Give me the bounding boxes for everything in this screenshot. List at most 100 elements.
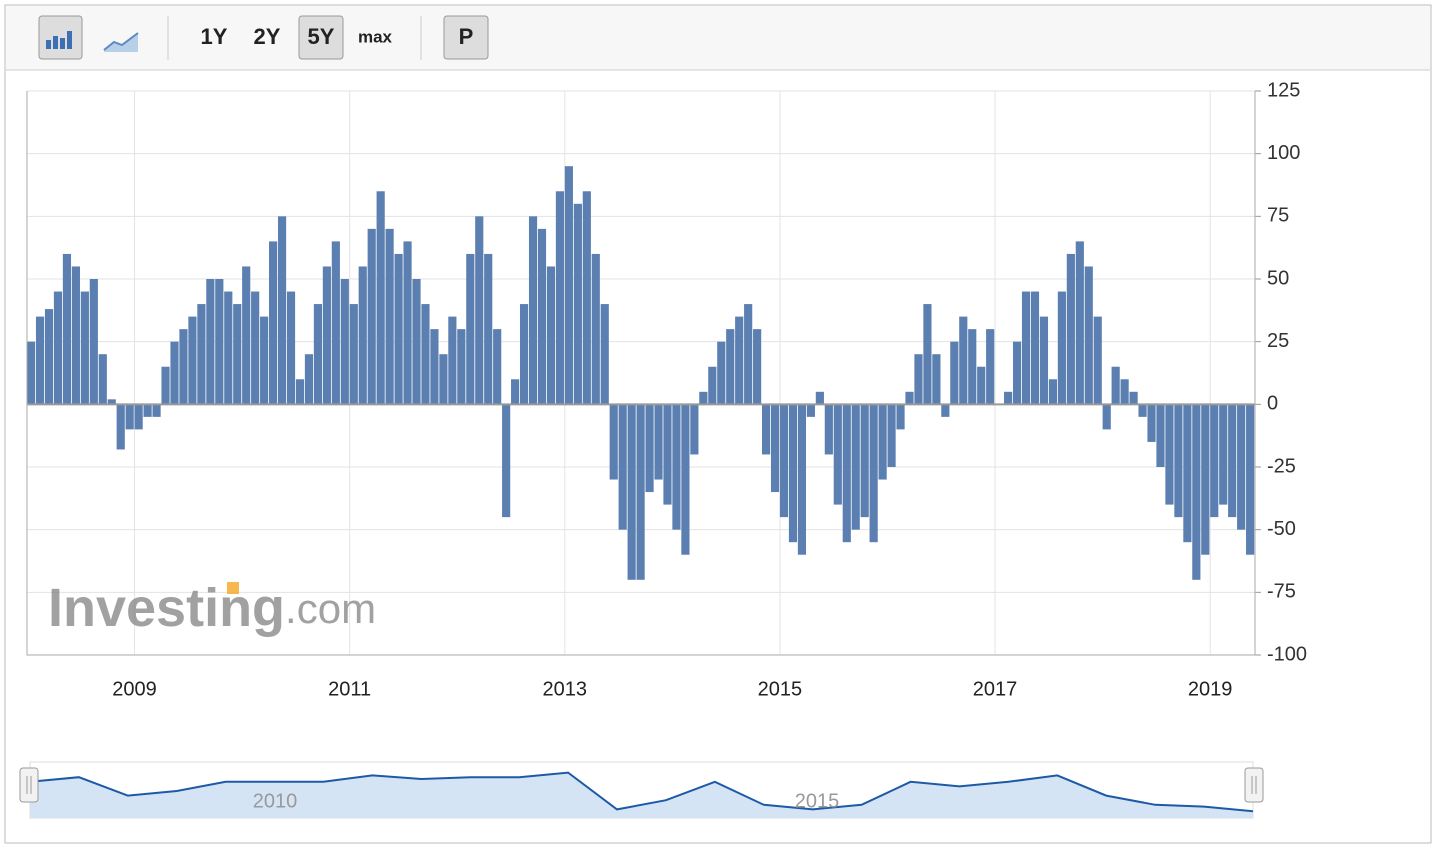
bar <box>502 404 511 518</box>
navigator: 2010 2015 <box>19 761 1264 819</box>
bar <box>797 404 807 555</box>
bar <box>636 404 645 580</box>
bar <box>905 391 914 405</box>
price-button[interactable]: P <box>459 24 474 49</box>
bar <box>1093 316 1102 405</box>
bar <box>286 291 296 405</box>
x-tick-label: 2017 <box>973 678 1018 700</box>
bar <box>224 291 233 405</box>
bar <box>627 404 636 580</box>
bar <box>618 404 627 530</box>
bar <box>1030 291 1040 405</box>
bar <box>340 279 349 405</box>
bar <box>896 404 905 430</box>
bar <box>412 279 421 405</box>
bar <box>663 404 672 505</box>
bar <box>1228 404 1237 518</box>
bar <box>1183 404 1192 543</box>
bar <box>53 291 63 405</box>
bar <box>887 404 896 467</box>
bar <box>878 404 887 480</box>
bar <box>959 316 968 405</box>
bar-chart-button[interactable] <box>38 15 83 60</box>
watermark: Investing.com <box>48 578 376 638</box>
bar <box>475 216 484 405</box>
bar <box>331 241 340 405</box>
bar <box>717 341 726 405</box>
bar <box>1129 391 1138 405</box>
bar <box>762 404 771 455</box>
bar <box>1237 404 1246 530</box>
bar <box>681 404 690 555</box>
bar <box>950 341 959 405</box>
bar <box>277 216 287 405</box>
bar <box>690 404 699 455</box>
bar <box>421 304 430 405</box>
bar <box>116 404 125 450</box>
bar <box>430 329 439 405</box>
bar <box>645 404 654 493</box>
line-chart-button[interactable] <box>103 32 139 52</box>
bar <box>322 266 331 405</box>
bar <box>170 341 179 405</box>
y-tick-label: 0 <box>1267 393 1278 415</box>
bar <box>573 203 582 405</box>
bar <box>753 329 762 405</box>
y-tick-label: 125 <box>1267 79 1300 101</box>
bar <box>851 404 860 530</box>
bar <box>269 241 278 405</box>
range-button[interactable]: 1Y <box>201 24 228 49</box>
bar <box>197 304 206 405</box>
navigator-area <box>30 772 1253 818</box>
navigator-handle[interactable] <box>19 767 39 803</box>
bar <box>161 366 170 405</box>
y-tick-label: 25 <box>1267 330 1289 352</box>
range-button[interactable]: 5Y <box>308 24 335 49</box>
bar <box>519 304 529 405</box>
bar <box>98 354 107 405</box>
bar <box>367 228 376 405</box>
bar <box>726 329 735 405</box>
bar <box>80 291 89 405</box>
bar <box>1120 379 1129 405</box>
bar <box>1156 404 1165 467</box>
bar <box>537 228 547 405</box>
bar <box>1147 404 1156 442</box>
navigator-label: 2015 <box>795 790 840 812</box>
plot: -100 -75 -50 -25 0 25 50 75 100 125 2009 2011 2013 20… <box>26 79 1307 700</box>
y-tick-label: -50 <box>1267 518 1296 540</box>
bar <box>699 391 708 405</box>
bar <box>484 253 493 405</box>
bar <box>932 354 941 405</box>
bar <box>295 379 305 405</box>
bar <box>35 316 45 405</box>
bar <box>89 279 98 405</box>
bar <box>179 329 188 405</box>
x-tick-label: 2019 <box>1188 678 1233 700</box>
range-button[interactable]: max <box>358 27 393 46</box>
bar <box>376 191 385 405</box>
bar <box>824 404 833 455</box>
bar <box>654 404 663 480</box>
navigator-label: 2010 <box>253 790 298 812</box>
bar <box>1066 253 1075 405</box>
x-tick-label: 2011 <box>328 678 371 700</box>
price-button-bg <box>443 15 489 60</box>
bar <box>260 316 269 405</box>
range-button[interactable]: 2Y <box>254 24 281 49</box>
bar <box>591 253 600 405</box>
bar <box>1021 291 1031 405</box>
bar <box>313 304 322 405</box>
bar <box>564 166 573 405</box>
bar <box>233 304 242 405</box>
bar <box>134 404 143 430</box>
bar <box>493 329 502 405</box>
bar <box>62 253 72 405</box>
navigator-handle[interactable] <box>1244 767 1264 803</box>
bar <box>1138 404 1147 417</box>
bar <box>914 354 923 405</box>
bar <box>582 191 591 405</box>
bar <box>833 404 842 505</box>
bar <box>349 304 358 405</box>
